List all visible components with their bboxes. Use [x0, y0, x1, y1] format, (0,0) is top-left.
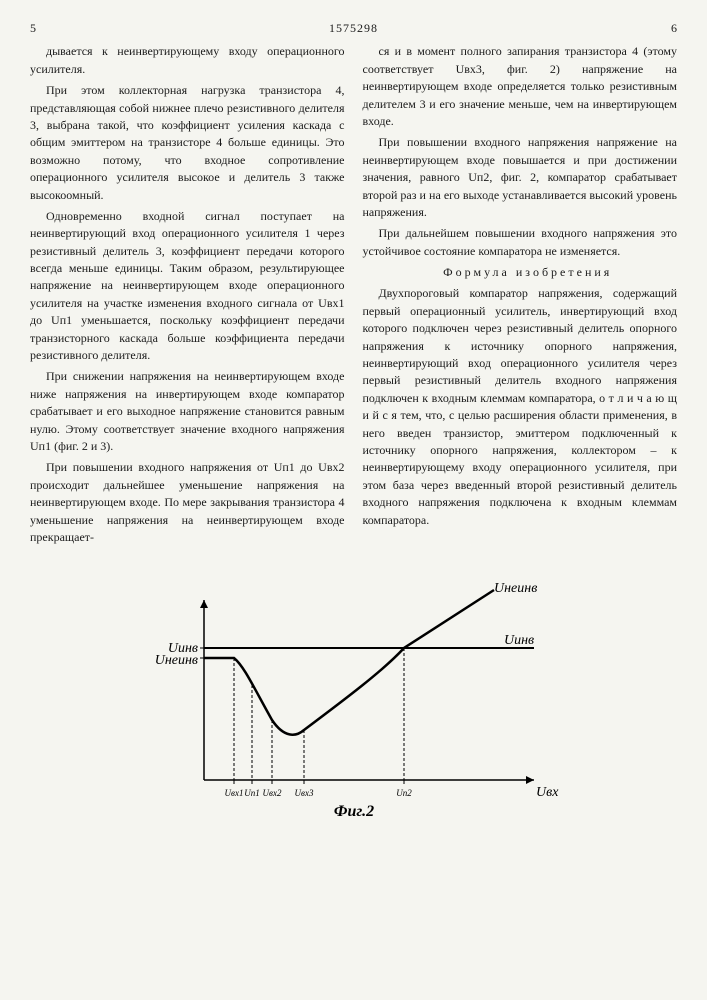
right-column: ся и в момент полного запирания транзист… [363, 43, 678, 550]
paragraph: При этом коллекторная нагрузка транзисто… [30, 82, 345, 204]
paragraph: Двухпороговый компаратор напряжения, сод… [363, 285, 678, 528]
svg-text:Uп2: Uп2 [396, 788, 412, 798]
figure-2-chart: UинвUнеинвUвх1Uп1Uвх2Uвх3Uп2UнеинвUинвUв… [30, 570, 677, 820]
svg-text:Uнеинв: Uнеинв [154, 653, 197, 668]
page-number-right: 6 [671, 20, 677, 37]
formula-heading: Формула изобретения [363, 264, 678, 281]
paragraph: Одновременно входной сигнал поступает на… [30, 208, 345, 365]
paragraph: При дальнейшем повышении входного напряж… [363, 225, 678, 260]
page-header: 5 1575298 6 [30, 20, 677, 37]
paragraph: При повышении входного напряжения от Uп1… [30, 459, 345, 546]
chart-svg: UинвUнеинвUвх1Uп1Uвх2Uвх3Uп2UнеинвUинвUв… [144, 570, 564, 820]
text-columns: дывается к неинвертирующему входу операц… [30, 43, 677, 550]
svg-text:Uвх3: Uвх3 [294, 788, 313, 798]
svg-text:Uнеинв: Uнеинв [494, 581, 537, 596]
page-number-left: 5 [30, 20, 36, 37]
svg-text:Uвх: Uвх [536, 785, 559, 800]
paragraph: дывается к неинвертирующему входу операц… [30, 43, 345, 78]
paragraph: ся и в момент полного запирания транзист… [363, 43, 678, 130]
svg-text:Uинв: Uинв [504, 633, 534, 648]
svg-text:Uп1: Uп1 [244, 788, 260, 798]
svg-text:Фиг.2: Фиг.2 [333, 803, 373, 820]
svg-text:Uвх1: Uвх1 [224, 788, 243, 798]
document-number: 1575298 [329, 20, 378, 37]
svg-text:Uвх2: Uвх2 [262, 788, 281, 798]
paragraph: При повышении входного напряжения напряж… [363, 134, 678, 221]
paragraph: При снижении напряжения на неинвертирующ… [30, 368, 345, 455]
left-column: дывается к неинвертирующему входу операц… [30, 43, 345, 550]
